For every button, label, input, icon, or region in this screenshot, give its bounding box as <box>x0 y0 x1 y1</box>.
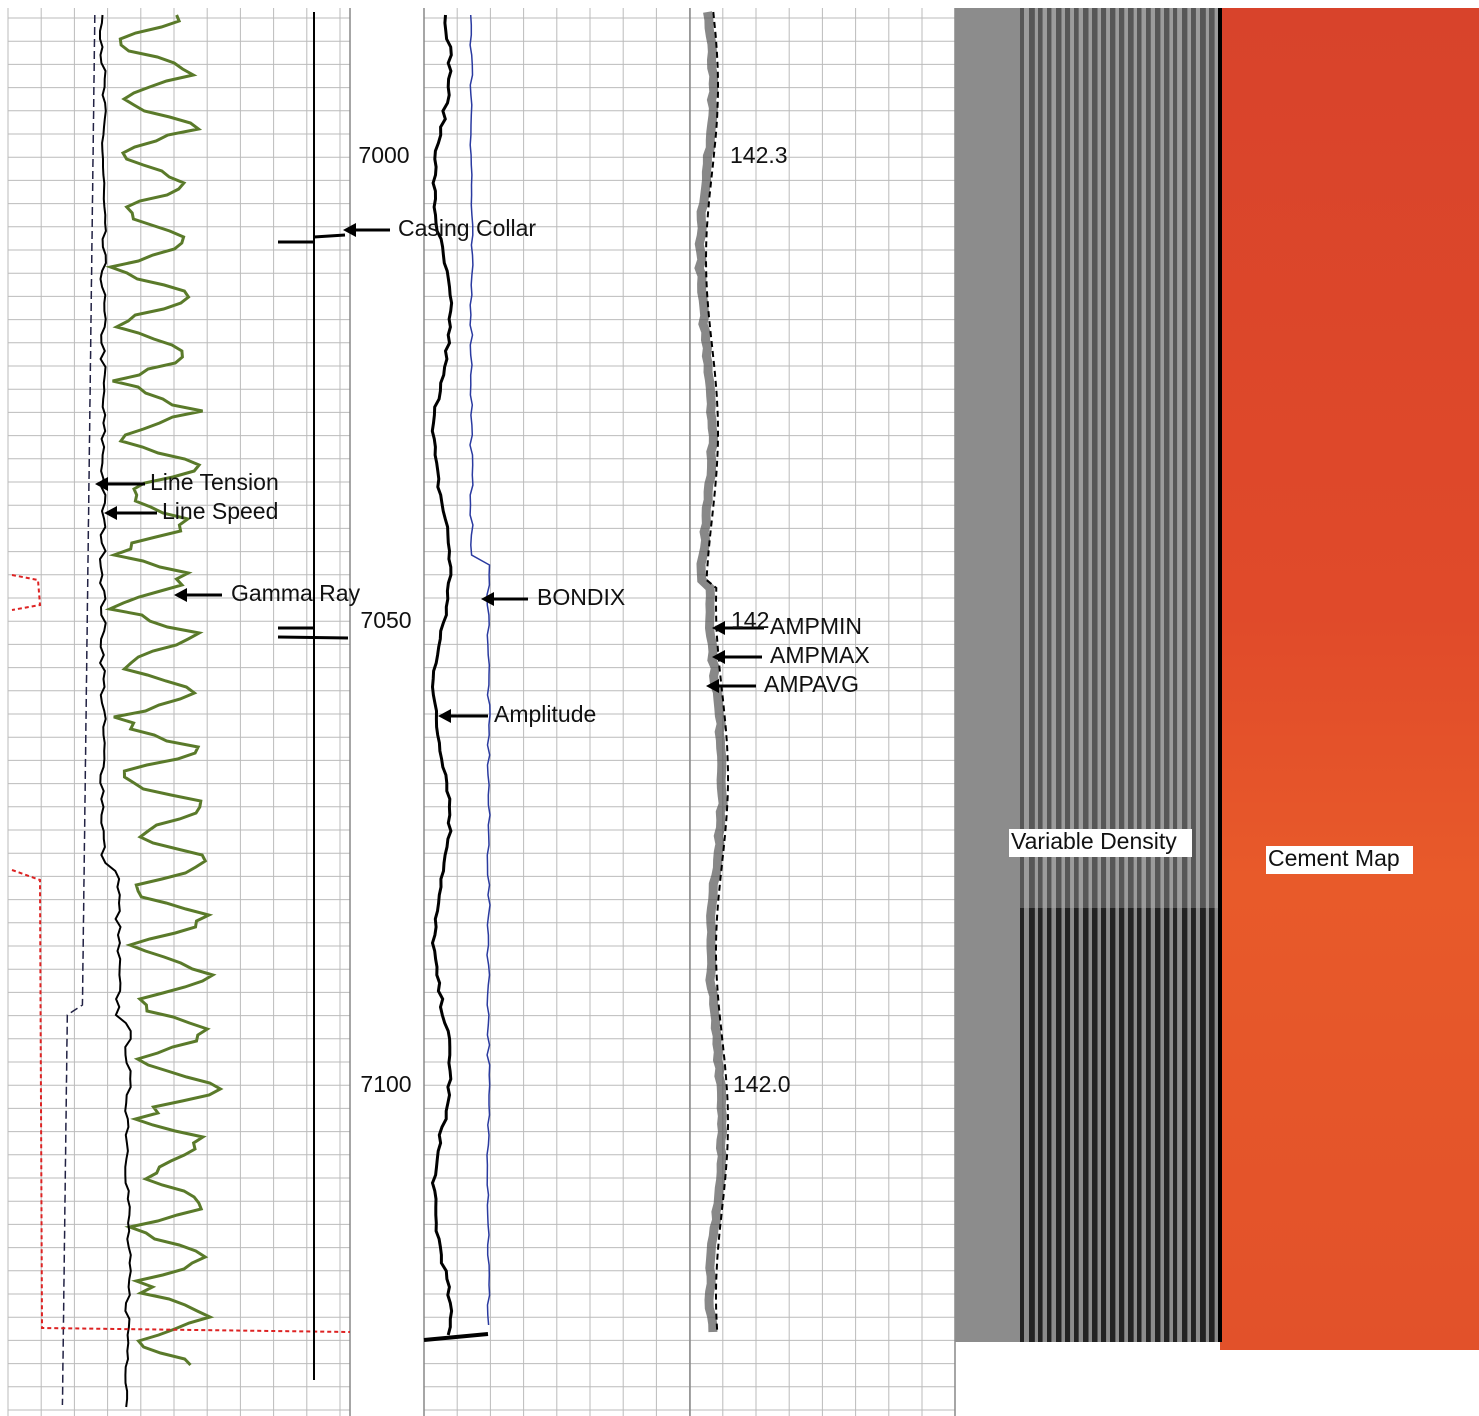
scale-label: 142 <box>731 607 769 633</box>
annotation: Line Tension <box>150 469 279 495</box>
line-tension <box>98 14 132 1408</box>
vdl-stripe <box>1155 8 1161 1342</box>
vdl-stripe <box>1182 8 1188 1342</box>
depth-label: 7000 <box>358 142 409 168</box>
bottom-line <box>423 1332 489 1342</box>
amplitude <box>430 14 454 1336</box>
depth-label: 7100 <box>360 1071 411 1097</box>
vdl-stripe <box>1074 8 1079 1342</box>
vdl-stripe <box>1209 8 1215 1342</box>
annotation: Gamma Ray <box>231 580 361 606</box>
vdl-stripe <box>1038 8 1043 1342</box>
annotation: AMPMAX <box>770 642 870 668</box>
vdl-stripe <box>1137 8 1142 1342</box>
collar-marks <box>277 233 349 640</box>
scale-label: 142.0 <box>733 1071 791 1097</box>
annotation: Casing Collar <box>398 215 536 241</box>
depth-label: 7050 <box>360 607 411 633</box>
vdl-stripe <box>1056 8 1062 1342</box>
vdl-stripe <box>1020 8 1025 1342</box>
vdl-stripe <box>1200 8 1206 1342</box>
arrows <box>95 223 764 723</box>
cement-map-image <box>1220 8 1479 1350</box>
annotation: Line Speed <box>162 498 278 524</box>
vdl-stripe <box>1164 8 1170 1342</box>
image-label: Cement Map <box>1268 845 1400 871</box>
red-trace <box>11 574 351 1333</box>
vdl-stripe <box>1101 8 1107 1342</box>
line-speed <box>61 14 96 1406</box>
image-label: Variable Density <box>1011 828 1177 854</box>
vdl-stripes <box>1020 8 1220 1342</box>
vdl-stripe <box>1047 8 1052 1342</box>
label-box <box>1266 846 1413 874</box>
vdl-stripe <box>1092 8 1098 1342</box>
annotation: Amplitude <box>494 701 596 727</box>
vdl-stripe <box>1110 8 1116 1342</box>
vdl-stripe <box>1065 8 1071 1342</box>
amp-band <box>694 11 728 1333</box>
vdl-stripe <box>1191 8 1196 1342</box>
label-box <box>1009 829 1192 857</box>
annotation: AMPMIN <box>770 613 862 639</box>
annotation: AMPAVG <box>764 671 859 697</box>
vdl-stripe <box>1083 8 1089 1342</box>
gamma-ray <box>104 14 224 1367</box>
curves <box>11 11 730 1408</box>
vdl-stripe <box>1029 8 1035 1342</box>
bondix <box>469 14 491 1326</box>
vdl-stripe <box>1128 8 1134 1342</box>
vdl-noise <box>1020 8 1220 908</box>
vdl-stripe <box>1146 8 1151 1342</box>
amp-avg <box>704 11 730 1333</box>
vdl-stripe <box>1173 8 1178 1342</box>
annotation: BONDIX <box>537 584 625 610</box>
scale-label: 142.3 <box>730 142 788 168</box>
vdl-stripe <box>1119 8 1125 1342</box>
